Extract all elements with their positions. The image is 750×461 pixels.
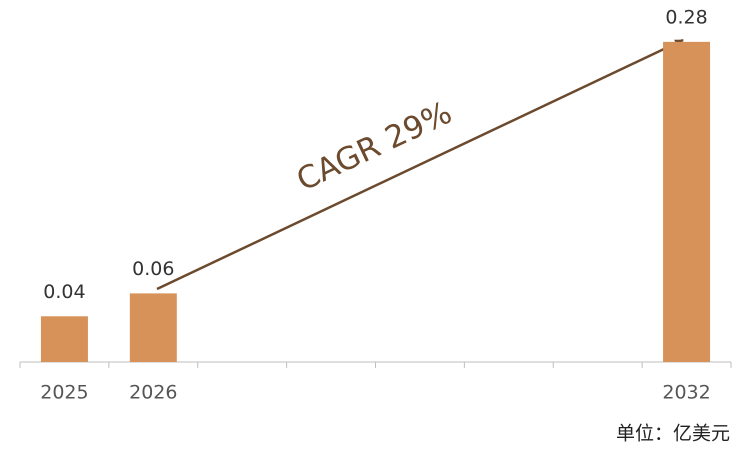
bar [129, 293, 177, 362]
x-tick-label: 2032 [662, 382, 710, 404]
bar [663, 41, 711, 362]
x-tick-label: 2025 [40, 382, 88, 404]
cagr-annotation: CAGR 29% [291, 95, 457, 199]
value-label: 0.28 [665, 6, 707, 28]
cagr-arrow [156, 38, 684, 291]
unit-label: 单位：亿美元 [616, 423, 730, 445]
value-label: 0.04 [43, 281, 85, 303]
value-label: 0.06 [132, 258, 174, 280]
bar [40, 316, 88, 362]
x-tick-label: 2026 [129, 382, 177, 404]
